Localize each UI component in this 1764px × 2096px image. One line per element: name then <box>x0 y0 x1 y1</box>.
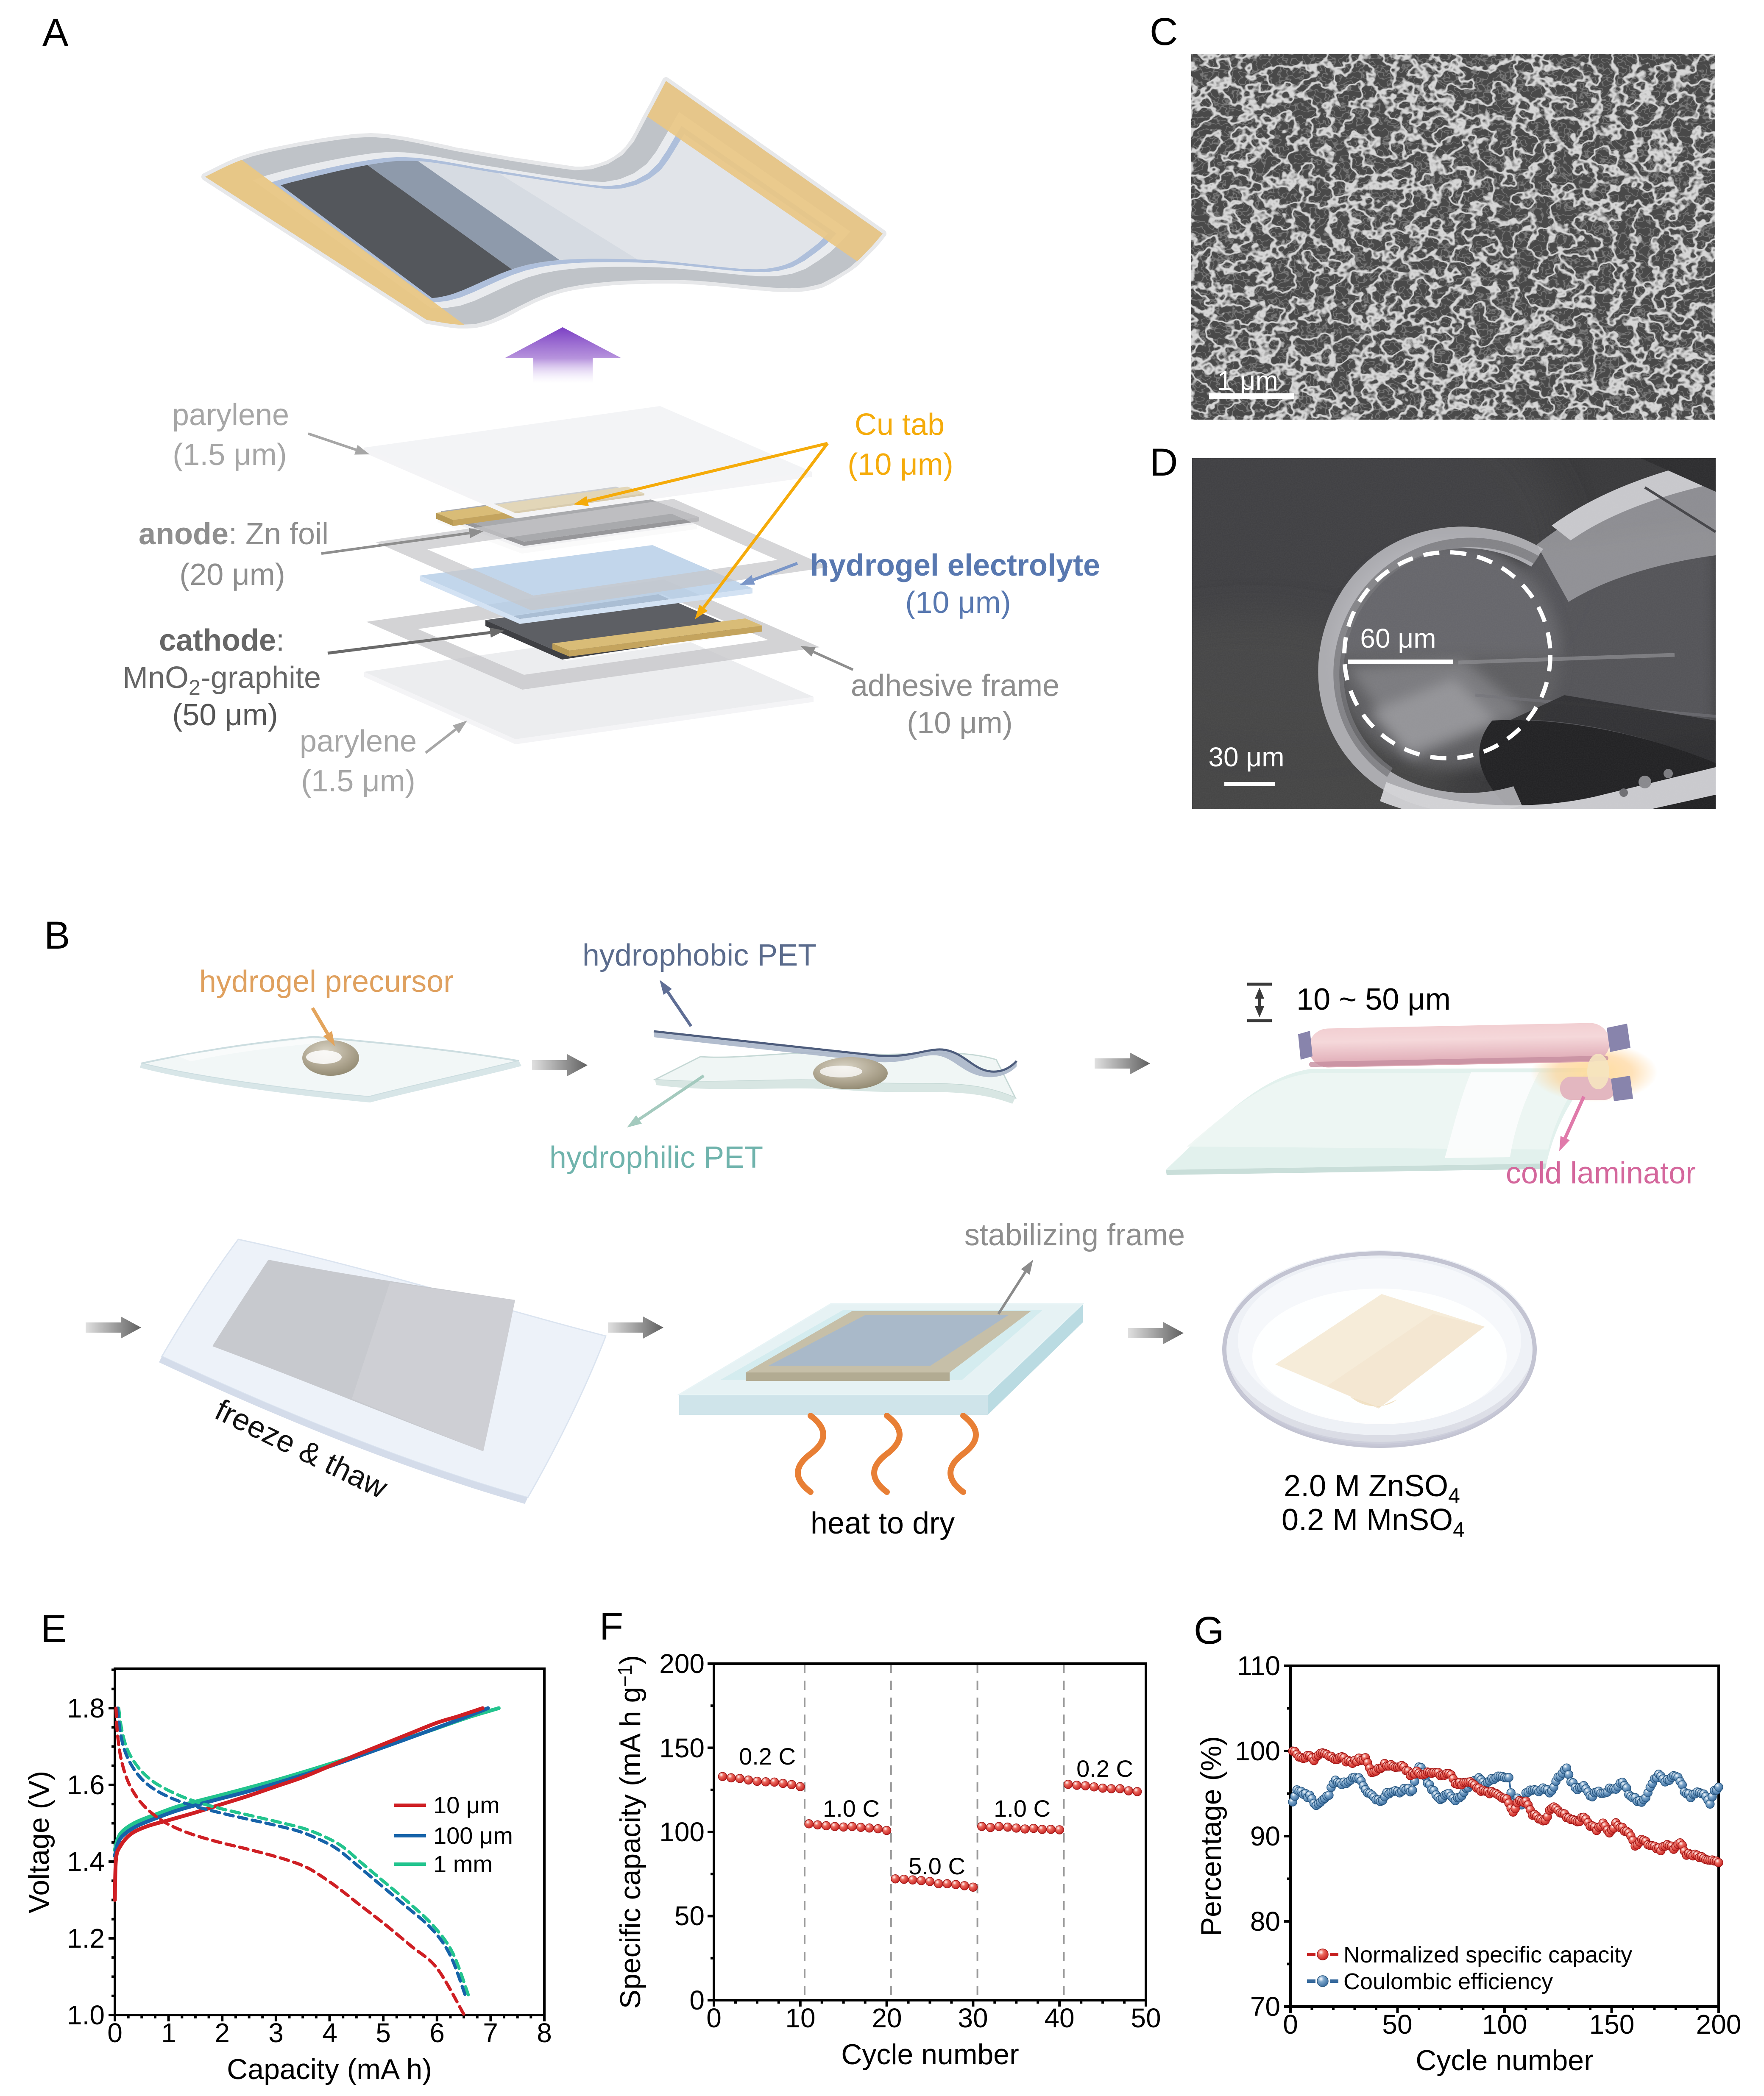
svg-text:D: D <box>1150 441 1178 484</box>
svg-text:0: 0 <box>706 2003 722 2033</box>
svg-text:7: 7 <box>483 2018 498 2048</box>
svg-text:Normalized specific capacity: Normalized specific capacity <box>1343 1942 1632 1968</box>
svg-text:10 μm: 10 μm <box>433 1792 500 1818</box>
svg-text:10 ~ 50 μm: 10 ~ 50 μm <box>1296 983 1451 1016</box>
svg-text:150: 150 <box>659 1733 705 1763</box>
svg-text:Cycle number: Cycle number <box>841 2038 1019 2071</box>
svg-text:1: 1 <box>161 2018 176 2048</box>
svg-text:0: 0 <box>689 1985 705 2015</box>
svg-text:1 mm: 1 mm <box>433 1851 493 1877</box>
svg-text:0: 0 <box>1283 2009 1298 2040</box>
svg-text:(20 μm): (20 μm) <box>179 558 285 592</box>
svg-text:1.0: 1.0 <box>67 2000 105 2030</box>
svg-text:hydrogel precursor: hydrogel precursor <box>199 965 454 999</box>
svg-text:Cycle number: Cycle number <box>1416 2044 1594 2077</box>
svg-text:(1.5 μm): (1.5 μm) <box>301 764 415 798</box>
svg-text:30 μm: 30 μm <box>1208 742 1284 772</box>
svg-text:Percentage (%): Percentage (%) <box>1195 1736 1227 1936</box>
svg-text:B: B <box>44 914 70 957</box>
svg-text:100: 100 <box>1482 2009 1527 2040</box>
svg-text:1.2: 1.2 <box>67 1923 105 1954</box>
svg-text:100: 100 <box>659 1817 705 1847</box>
svg-text:adhesive frame: adhesive frame <box>851 669 1059 703</box>
svg-text:70: 70 <box>1250 1991 1280 2022</box>
svg-text:(10 μm): (10 μm) <box>907 706 1013 740</box>
svg-text:0.2 C: 0.2 C <box>739 1743 796 1770</box>
svg-text:cathode:: cathode: <box>159 624 284 657</box>
svg-text:E: E <box>41 1607 67 1651</box>
svg-text:40: 40 <box>1044 2003 1074 2033</box>
svg-text:1.0 C: 1.0 C <box>994 1795 1051 1822</box>
svg-text:60 μm: 60 μm <box>1360 623 1436 654</box>
svg-text:5: 5 <box>376 2018 391 2048</box>
svg-text:(10 μm): (10 μm) <box>847 448 953 482</box>
svg-text:50: 50 <box>674 1901 705 1931</box>
svg-text:110: 110 <box>1237 1651 1280 1681</box>
svg-text:1.6: 1.6 <box>67 1770 105 1800</box>
svg-text:0.2 C: 0.2 C <box>1076 1755 1133 1782</box>
svg-text:0.2 M MnSO4: 0.2 M MnSO4 <box>1282 1503 1465 1542</box>
svg-text:Coulombic efficiency: Coulombic efficiency <box>1343 1969 1553 1994</box>
svg-text:heat to dry: heat to dry <box>811 1506 955 1540</box>
svg-text:200: 200 <box>659 1648 705 1679</box>
svg-text:5.0 C: 5.0 C <box>908 1853 965 1879</box>
svg-text:100: 100 <box>1235 1736 1280 1766</box>
svg-text:1.8: 1.8 <box>67 1693 105 1723</box>
svg-text:C: C <box>1150 10 1178 53</box>
svg-text:80: 80 <box>1250 1906 1280 1937</box>
svg-text:parylene: parylene <box>172 398 289 432</box>
svg-text:4: 4 <box>322 2018 337 2048</box>
svg-text:50: 50 <box>1131 2003 1161 2033</box>
svg-text:100 μm: 100 μm <box>433 1822 513 1849</box>
svg-text:Cu tab: Cu tab <box>855 408 945 442</box>
svg-text:0: 0 <box>107 2018 123 2048</box>
svg-text:hydrophilic PET: hydrophilic PET <box>549 1141 763 1175</box>
svg-text:90: 90 <box>1250 1821 1280 1851</box>
svg-text:anode: Zn foil: anode: Zn foil <box>139 517 329 551</box>
svg-text:200: 200 <box>1696 2009 1742 2040</box>
svg-text:20: 20 <box>872 2003 902 2033</box>
svg-text:stabilizing frame: stabilizing frame <box>964 1218 1185 1252</box>
svg-text:1 μm: 1 μm <box>1217 365 1278 396</box>
svg-text:hydrogel electrolyte: hydrogel electrolyte <box>810 548 1100 582</box>
svg-text:10: 10 <box>785 2003 815 2033</box>
svg-text:2.0 M ZnSO4: 2.0 M ZnSO4 <box>1284 1469 1460 1508</box>
svg-text:Specific capacity (mA h g−1): Specific capacity (mA h g−1) <box>614 1655 647 2009</box>
svg-text:6: 6 <box>429 2018 445 2048</box>
svg-text:Capacity (mA h): Capacity (mA h) <box>227 2053 432 2085</box>
svg-text:Voltage (V): Voltage (V) <box>23 1771 55 1913</box>
svg-text:1.4: 1.4 <box>67 1846 105 1877</box>
svg-text:150: 150 <box>1589 2009 1635 2040</box>
svg-text:30: 30 <box>958 2003 988 2033</box>
svg-text:(10 μm): (10 μm) <box>905 586 1011 620</box>
svg-text:(1.5 μm): (1.5 μm) <box>173 438 287 472</box>
svg-text:parylene: parylene <box>300 724 417 758</box>
svg-text:1.0 C: 1.0 C <box>823 1795 880 1822</box>
svg-text:G: G <box>1194 1609 1224 1652</box>
svg-text:hydrophobic PET: hydrophobic PET <box>582 938 817 972</box>
svg-text:3: 3 <box>268 2018 284 2048</box>
svg-text:(50 μm): (50 μm) <box>172 698 278 732</box>
svg-text:F: F <box>599 1605 623 1648</box>
svg-text:A: A <box>42 11 69 54</box>
svg-text:2: 2 <box>215 2018 230 2048</box>
svg-text:cold laminator: cold laminator <box>1506 1156 1696 1190</box>
svg-text:MnO2-graphite: MnO2-graphite <box>123 661 321 699</box>
svg-text:8: 8 <box>537 2018 552 2048</box>
svg-text:50: 50 <box>1382 2009 1412 2040</box>
